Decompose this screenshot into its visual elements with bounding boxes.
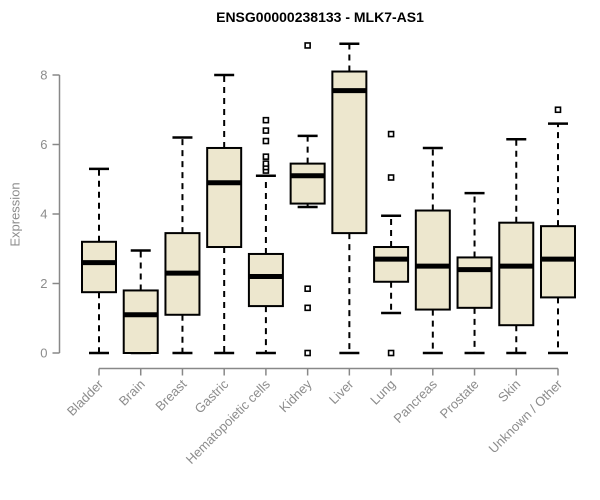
box-bladder: [81, 240, 117, 294]
outlier-lung: [387, 349, 395, 357]
outlier-hematopoietic-cells: [262, 116, 270, 124]
x-tick-label: Liver: [326, 376, 357, 407]
outlier-unknown-other: [554, 106, 562, 114]
box-hematopoietic-cells: [247, 252, 284, 308]
outlier-lung: [387, 174, 395, 181]
x-tick-label: Kidney: [276, 376, 315, 415]
x-tick-label: Unknown / Other: [486, 376, 566, 456]
outlier-lung: [387, 130, 395, 138]
outlier-kidney: [304, 285, 311, 293]
y-tick-label: 0: [40, 346, 47, 361]
x-tick-label: Brain: [116, 377, 148, 409]
y-tick-label: 2: [40, 276, 47, 291]
outlier-kidney: [304, 42, 311, 49]
box-gastric: [206, 146, 243, 249]
outlier-hematopoietic-cells: [262, 127, 270, 134]
box-liver: [331, 70, 368, 235]
outlier-kidney: [304, 304, 311, 312]
box-kidney: [289, 162, 326, 205]
x-tick-label: Gastric: [192, 376, 232, 416]
outlier-hematopoietic-cells: [262, 153, 270, 160]
box-unknown-other: [539, 225, 576, 299]
y-tick-label: 6: [40, 137, 47, 152]
box-skin: [498, 221, 535, 327]
outlier-hematopoietic-cells: [262, 160, 270, 167]
x-tick-label: Breast: [152, 376, 189, 413]
box-lung: [373, 246, 410, 283]
x-tick-label: Skin: [495, 377, 523, 405]
x-tick-label: Lung: [367, 377, 398, 408]
box-brain: [122, 289, 159, 355]
outlier-hematopoietic-cells: [262, 137, 270, 145]
y-tick-label: 8: [40, 68, 47, 83]
x-tick-label: Bladder: [64, 376, 107, 419]
box-prostate: [456, 256, 493, 309]
y-tick-label: 4: [40, 207, 47, 222]
chart-title: ENSG00000238133 - MLK7-AS1: [216, 9, 424, 25]
x-tick-label: Pancreas: [390, 376, 440, 426]
outlier-kidney: [304, 349, 311, 357]
x-tick-label: Prostate: [437, 377, 482, 422]
box-pancreas: [414, 209, 451, 311]
